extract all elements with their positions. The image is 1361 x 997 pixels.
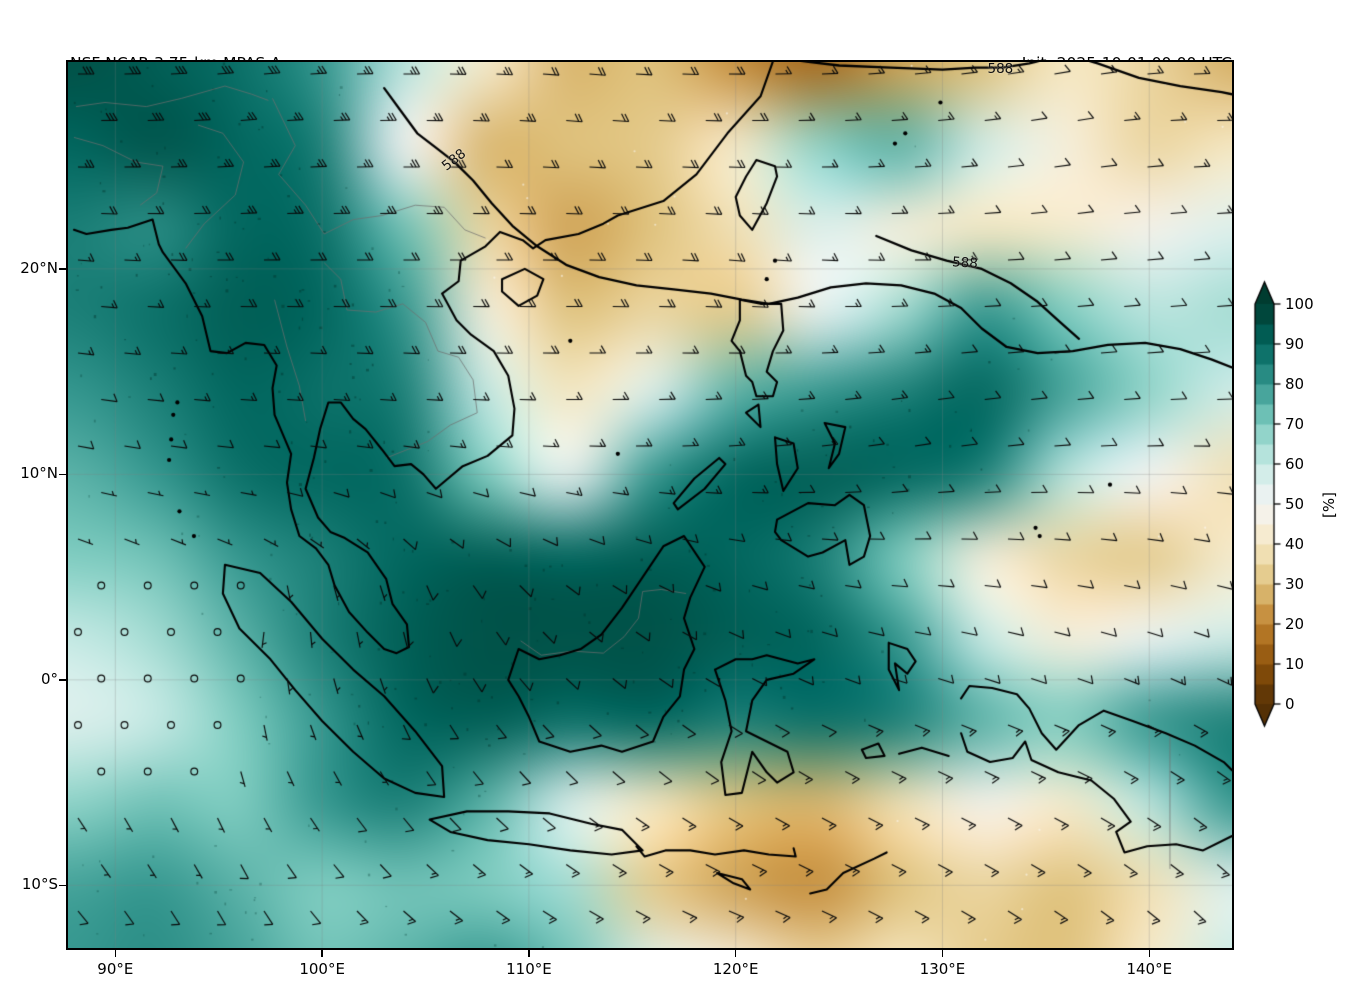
y-tick-mark <box>59 268 66 270</box>
y-tick-mark <box>59 679 66 681</box>
x-tick-label: 140°E <box>1126 960 1173 978</box>
x-tick-mark <box>734 950 737 957</box>
x-tick-mark <box>528 950 530 957</box>
y-tick-mark <box>59 473 66 476</box>
colorbar-tick-label: 0 <box>1285 695 1295 713</box>
height-contour-label: 588 <box>951 253 979 272</box>
colorbar-gradient <box>1247 273 1293 751</box>
colorbar-tick-label: 30 <box>1285 575 1305 593</box>
colorbar-tick-label: 100 <box>1285 295 1314 313</box>
x-tick-mark <box>1148 950 1151 957</box>
colorbar-tick-label: 40 <box>1285 535 1305 553</box>
x-tick-label: 130°E <box>919 960 966 978</box>
y-tick-label: 0° <box>40 669 58 688</box>
x-tick-label: 120°E <box>712 960 759 978</box>
colorbar-tick-label: 60 <box>1285 455 1305 473</box>
colorbar-tick-label: 10 <box>1285 655 1305 673</box>
colorbar-tick-label: 50 <box>1285 495 1305 513</box>
x-tick-mark <box>321 950 323 957</box>
colorbar-tick-label: 20 <box>1285 615 1305 633</box>
colorbar-tick-label: 70 <box>1285 415 1305 433</box>
y-tick-label: 20°N <box>20 258 58 277</box>
colorbar-unit-label: [%] <box>1319 492 1338 518</box>
x-tick-mark <box>114 950 117 957</box>
colorbar: 0 10 20 30 40 50 60 70 80 90 100 <box>1247 273 1361 751</box>
map-canvas <box>68 62 1232 948</box>
y-tick-label: 10°N <box>20 464 58 483</box>
colorbar-tick-label: 90 <box>1285 335 1305 353</box>
x-tick-label: 90°E <box>97 960 134 978</box>
map-plot-area: 588 588 588 <box>68 60 1232 948</box>
y-tick-mark <box>59 884 66 887</box>
x-tick-label: 100°E <box>299 960 345 978</box>
height-contour-label: 588 <box>987 60 1014 77</box>
x-tick-label: 110°E <box>506 960 552 978</box>
colorbar-tick-label: 80 <box>1285 375 1305 393</box>
y-tick-label: 10°S <box>21 875 58 894</box>
x-tick-mark <box>941 950 944 957</box>
